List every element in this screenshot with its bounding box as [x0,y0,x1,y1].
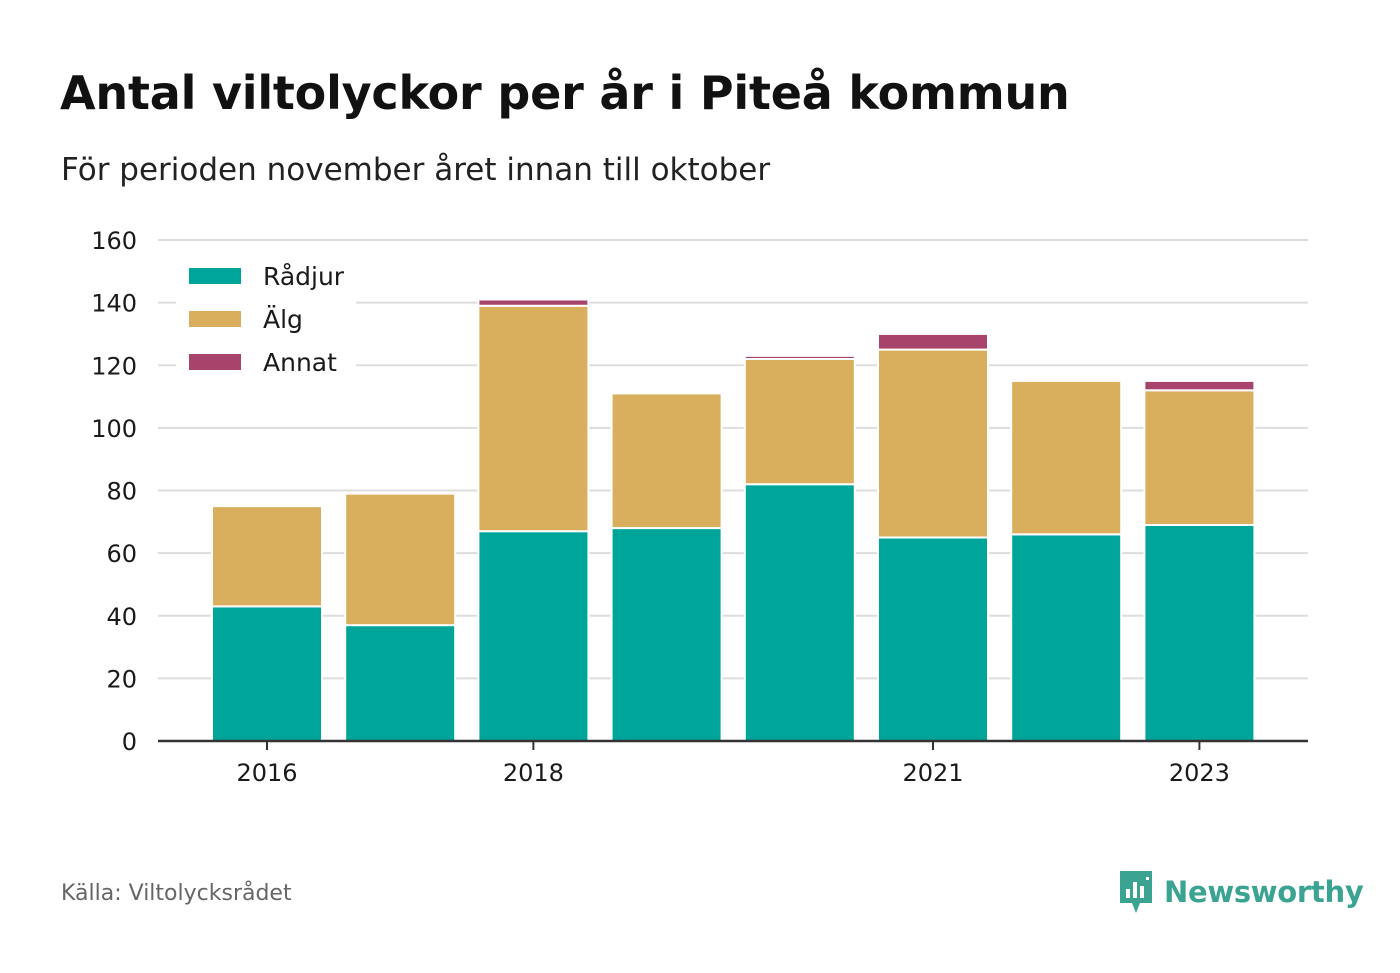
y-tick-label: 160 [91,227,137,255]
legend-label: Älg [263,305,303,334]
y-axis-ticks: 0 20 40 60 80 100 120 140 160 [91,227,137,756]
brand-logo: Newsworthy [1118,868,1364,916]
legend-swatch [189,354,241,370]
bar-segment [1143,523,1256,742]
x-tick-label: 2016 [236,759,297,787]
y-tick-label: 80 [106,478,137,506]
y-tick-label: 0 [122,728,137,756]
legend: Rådjur Älg Annat [176,252,356,384]
bar-segment [877,332,989,351]
y-tick-label: 140 [91,290,137,318]
bar-segment [877,536,989,742]
bar-segment [477,298,590,307]
bar-segment [344,624,457,742]
bar-segment [743,483,856,742]
legend-swatch [189,311,241,327]
y-tick-label: 40 [106,603,137,631]
y-tick-label: 120 [91,352,137,380]
bar-segment [477,530,590,742]
bar-chart-speech-icon [1120,871,1152,913]
bar-segment [610,527,723,743]
bar-segment [477,304,590,533]
chart-title: Antal viltolyckor per år i Piteå kommun [60,66,1070,120]
x-axis: 2016 2018 2021 2023 [158,739,1308,787]
bar-segment [610,392,723,530]
bar-segment [211,505,323,608]
legend-label: Rådjur [263,262,345,291]
source-note: Källa: Viltolycksrådet [61,881,292,906]
bar-segment [743,354,856,360]
legend-swatch [189,268,241,284]
bar-segment [1010,379,1123,536]
bar-segment [1143,389,1256,526]
bar-segment [211,605,323,743]
y-tick-label: 20 [106,665,137,693]
bars [211,298,1256,743]
bar-segment [344,492,457,627]
bar-segment [1010,533,1123,743]
legend-label: Annat [263,348,337,377]
bar-segment [877,348,989,539]
x-tick-label: 2018 [503,759,564,787]
bar-segment [1143,379,1256,392]
y-tick-label: 100 [91,415,137,443]
y-tick-label: 60 [106,540,137,568]
x-tick-label: 2023 [1169,759,1230,787]
chart-subtitle: För perioden november året innan till ok… [61,152,771,188]
x-tick-label: 2021 [902,759,963,787]
brand-name: Newsworthy [1164,875,1364,909]
bar-segment [743,357,856,486]
